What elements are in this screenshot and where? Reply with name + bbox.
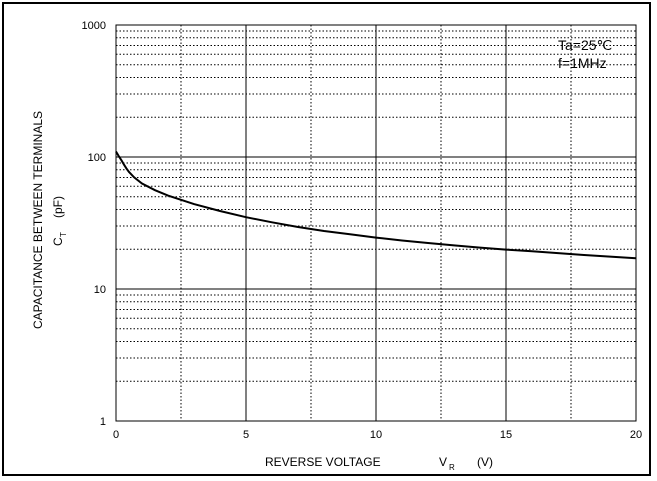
y-axis-title: CAPACITANCE BETWEEN TERMINALS	[31, 111, 45, 329]
major-grid	[116, 25, 636, 421]
x-axis-title: REVERSE VOLTAGE	[265, 455, 381, 469]
chart-frame	[2, 2, 651, 476]
y-tick-label: 1000	[82, 20, 106, 32]
temperature-annotation: Ta=25℃	[558, 37, 612, 53]
x-tick-label: 15	[500, 429, 512, 441]
tick-labels: 0 5 10 15 20 1 10 100 1000	[82, 20, 643, 441]
x-axis-symbol: V	[439, 455, 447, 469]
y-axis-label: CAPACITANCE BETWEEN TERMINALS C T (pF)	[31, 111, 68, 329]
x-axis-label: REVERSE VOLTAGE V R (V)	[265, 455, 493, 472]
y-tick-label: 1	[100, 416, 106, 428]
y-axis-unit: (pF)	[51, 196, 65, 218]
y-axis-subscript: T	[59, 232, 68, 237]
y-tick-label: 10	[94, 284, 106, 296]
x-tick-label: 0	[113, 429, 119, 441]
x-tick-label: 10	[370, 429, 382, 441]
y-axis-symbol: C	[51, 237, 65, 246]
y-tick-label: 100	[88, 152, 106, 164]
capacitance-curve	[115, 150, 637, 260]
x-axis-unit: (V)	[477, 455, 493, 469]
plot-area-border	[115, 24, 637, 422]
x-tick-label: 20	[630, 429, 642, 441]
x-tick-label: 5	[243, 429, 249, 441]
x-axis-subscript: R	[449, 463, 455, 472]
frequency-annotation: f=1MHz	[558, 55, 607, 71]
